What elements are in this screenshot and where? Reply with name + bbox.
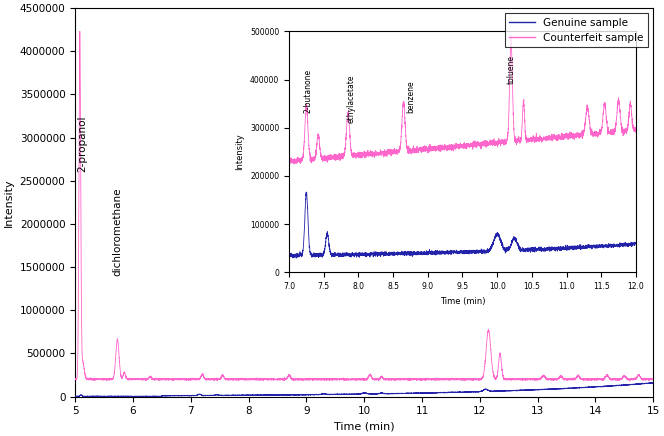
- Text: dichloromethane: dichloromethane: [112, 187, 122, 276]
- X-axis label: Time (min): Time (min): [334, 422, 394, 432]
- Y-axis label: Intensity: Intensity: [4, 178, 14, 227]
- Text: 2-propanol: 2-propanol: [78, 116, 88, 172]
- Legend: Genuine sample, Counterfeit sample: Genuine sample, Counterfeit sample: [505, 14, 648, 47]
